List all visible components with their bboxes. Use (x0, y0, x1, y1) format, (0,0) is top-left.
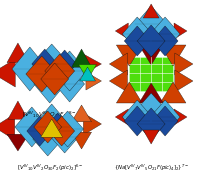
Polygon shape (12, 47, 48, 91)
Polygon shape (143, 130, 159, 144)
Polygon shape (174, 23, 187, 39)
Polygon shape (41, 119, 63, 137)
Text: $[V^{IV}{}_{10}V^{IV}{}_{2}O_{30}F_2(pic)_2]^{6-}$: $[V^{IV}{}_{10}V^{IV}{}_{2}O_{30}F_2(pic… (17, 163, 83, 173)
Text: $\{Na[V^{IV}{}_{7}V^{IV}{}_{5}O_{21}F(pic)_4]_2\}^{T-}$: $\{Na[V^{IV}{}_{7}V^{IV}{}_{5}O_{21}F(pi… (114, 163, 189, 173)
Polygon shape (150, 17, 180, 51)
Polygon shape (116, 45, 142, 66)
Polygon shape (80, 67, 96, 81)
Polygon shape (49, 116, 75, 146)
Polygon shape (160, 45, 186, 66)
Polygon shape (41, 63, 69, 95)
Polygon shape (79, 65, 97, 80)
Polygon shape (109, 70, 128, 92)
Polygon shape (83, 113, 101, 135)
Text: $[V^{IV}{}_{10}V^{IV}{}_{4}O_{34}F_8]^{8-}$: $[V^{IV}{}_{10}V^{IV}{}_{4}O_{34}F_8]^{8… (22, 110, 77, 120)
Polygon shape (143, 4, 159, 18)
Polygon shape (33, 122, 63, 156)
Polygon shape (53, 50, 77, 78)
Polygon shape (160, 82, 186, 103)
Polygon shape (51, 121, 79, 153)
Polygon shape (139, 45, 163, 65)
Polygon shape (15, 107, 49, 147)
Polygon shape (86, 72, 101, 90)
Polygon shape (139, 83, 163, 103)
Polygon shape (83, 54, 101, 74)
Polygon shape (53, 51, 87, 91)
Polygon shape (26, 56, 58, 92)
Polygon shape (72, 49, 92, 67)
Polygon shape (122, 17, 152, 51)
Polygon shape (32, 49, 58, 79)
Polygon shape (72, 132, 92, 149)
Polygon shape (34, 44, 70, 84)
Polygon shape (175, 70, 193, 92)
Polygon shape (52, 111, 84, 147)
Polygon shape (150, 100, 180, 134)
Polygon shape (122, 100, 152, 134)
Polygon shape (135, 93, 167, 129)
Polygon shape (27, 116, 53, 146)
Polygon shape (137, 108, 165, 140)
Polygon shape (124, 26, 150, 56)
Polygon shape (124, 106, 150, 136)
Polygon shape (46, 113, 70, 141)
Polygon shape (7, 43, 29, 63)
Polygon shape (35, 104, 69, 144)
Polygon shape (34, 65, 66, 103)
Polygon shape (45, 54, 75, 88)
Polygon shape (55, 66, 85, 102)
Polygon shape (109, 53, 128, 75)
Polygon shape (0, 59, 15, 87)
Polygon shape (137, 25, 165, 57)
Polygon shape (152, 106, 178, 136)
Polygon shape (34, 111, 62, 143)
Polygon shape (152, 26, 178, 56)
Polygon shape (116, 82, 142, 103)
Polygon shape (135, 6, 167, 42)
Polygon shape (115, 23, 128, 39)
Polygon shape (175, 53, 193, 75)
Polygon shape (0, 114, 15, 140)
Polygon shape (174, 109, 187, 125)
Polygon shape (8, 101, 28, 119)
Polygon shape (72, 105, 92, 122)
FancyBboxPatch shape (129, 57, 173, 91)
Polygon shape (115, 109, 128, 125)
Polygon shape (7, 134, 29, 151)
